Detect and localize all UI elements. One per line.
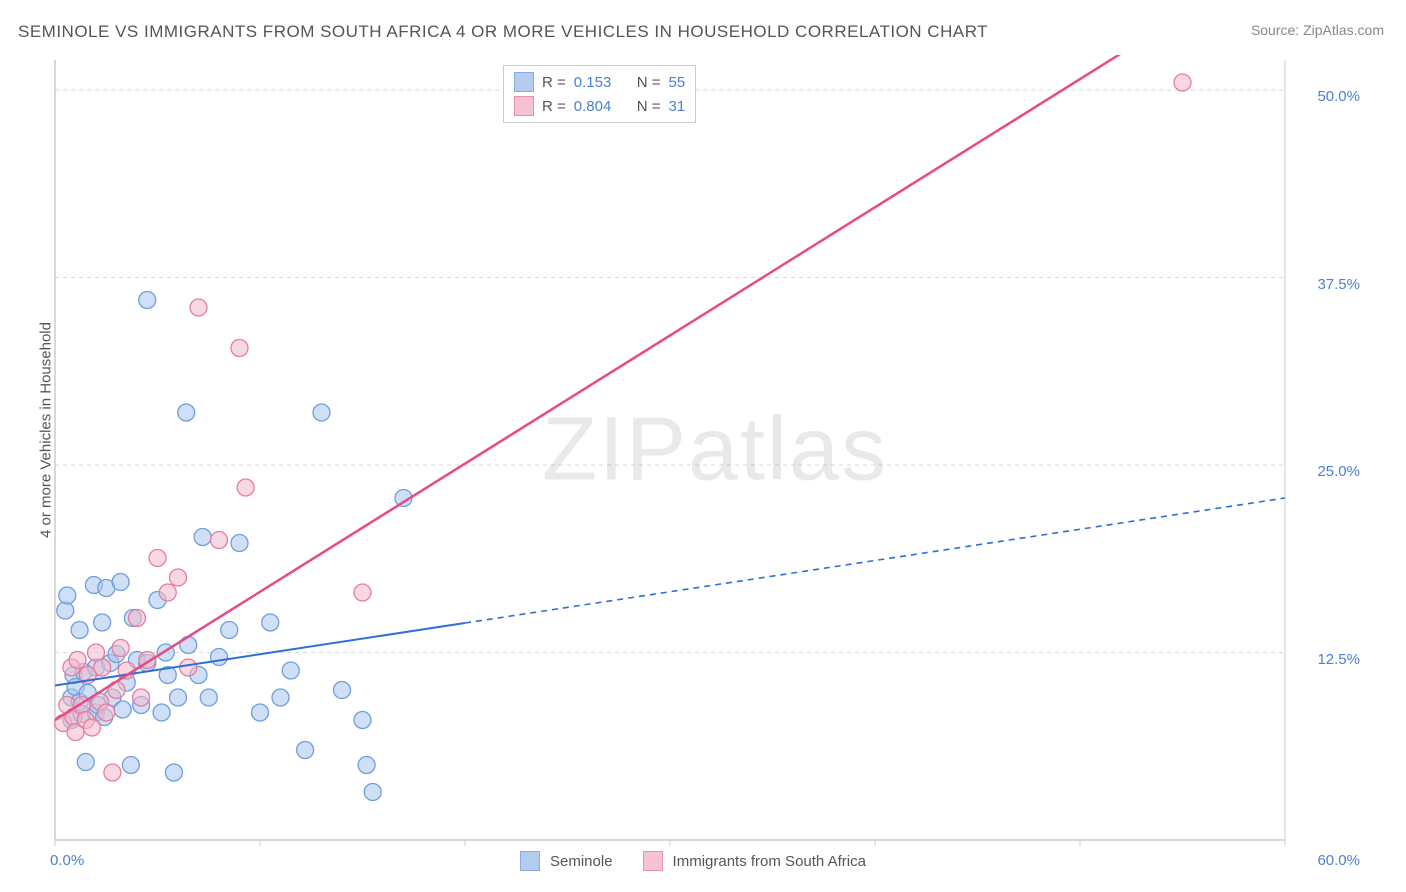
data-point xyxy=(334,682,351,699)
data-point xyxy=(83,719,100,736)
legend-row: R = 0.804 N = 31 xyxy=(514,94,685,118)
data-point xyxy=(129,610,146,627)
n-value: 55 xyxy=(669,74,686,91)
chart-title: SEMINOLE VS IMMIGRANTS FROM SOUTH AFRICA… xyxy=(18,22,988,42)
y-tick-label: 50.0% xyxy=(1317,88,1360,105)
data-point xyxy=(94,614,111,631)
data-point xyxy=(354,584,371,601)
data-point xyxy=(200,689,217,706)
r-label: R = xyxy=(542,74,566,91)
data-point xyxy=(122,757,139,774)
legend-swatch xyxy=(520,851,540,871)
data-point xyxy=(71,622,88,639)
data-point xyxy=(231,535,248,552)
n-label: N = xyxy=(637,98,661,115)
trend-line xyxy=(55,55,1285,720)
r-value: 0.153 xyxy=(574,74,629,91)
source-label: Source: ZipAtlas.com xyxy=(1251,22,1384,38)
chart-area: ZIPatlas R =0.153N =55R =0.804N =31 Semi… xyxy=(50,55,1380,845)
data-point xyxy=(59,587,76,604)
legend-label: Immigrants from South Africa xyxy=(673,853,866,870)
data-point xyxy=(94,659,111,676)
data-point xyxy=(354,712,371,729)
data-point xyxy=(1174,74,1191,91)
data-point xyxy=(358,757,375,774)
data-point xyxy=(272,689,289,706)
data-point xyxy=(69,652,86,669)
data-point xyxy=(297,742,314,759)
legend-row: R = 0.153 N = 55 xyxy=(514,70,685,94)
data-point xyxy=(139,292,156,309)
x-tick-label: 60.0% xyxy=(1317,852,1360,869)
data-point xyxy=(221,622,238,639)
legend-swatch xyxy=(514,96,534,116)
data-point xyxy=(98,704,115,721)
data-point xyxy=(170,569,187,586)
r-value: 0.804 xyxy=(574,98,629,115)
data-point xyxy=(180,659,197,676)
data-point xyxy=(112,574,129,591)
data-point xyxy=(364,784,381,801)
n-value: 31 xyxy=(669,98,686,115)
legend-swatch xyxy=(643,851,663,871)
correlation-legend: R = 0.153 N = 55 R = 0.804 N = 31 xyxy=(503,65,696,123)
data-point xyxy=(282,662,299,679)
data-point xyxy=(77,754,94,771)
n-label: N = xyxy=(637,74,661,91)
trend-line-extrapolated xyxy=(465,498,1285,623)
data-point xyxy=(165,764,182,781)
data-point xyxy=(149,550,166,567)
data-point xyxy=(170,689,187,706)
legend-swatch xyxy=(514,72,534,92)
data-point xyxy=(159,584,176,601)
data-point xyxy=(114,701,131,718)
data-point xyxy=(252,704,269,721)
legend-label: Seminole xyxy=(550,853,613,870)
r-label: R = xyxy=(542,98,566,115)
series-legend: Seminole Immigrants from South Africa xyxy=(520,851,886,871)
x-tick-label: 0.0% xyxy=(50,852,84,869)
data-point xyxy=(231,340,248,357)
data-point xyxy=(112,640,129,657)
scatter-chart xyxy=(50,55,1380,875)
data-point xyxy=(190,299,207,316)
data-point xyxy=(211,649,228,666)
data-point xyxy=(237,479,254,496)
y-tick-label: 12.5% xyxy=(1317,651,1360,668)
data-point xyxy=(178,404,195,421)
data-point xyxy=(211,532,228,549)
data-point xyxy=(262,614,279,631)
data-point xyxy=(313,404,330,421)
data-point xyxy=(194,529,211,546)
y-tick-label: 37.5% xyxy=(1317,276,1360,293)
data-point xyxy=(133,689,150,706)
y-tick-label: 25.0% xyxy=(1317,463,1360,480)
data-point xyxy=(153,704,170,721)
data-point xyxy=(57,602,74,619)
data-point xyxy=(104,764,121,781)
